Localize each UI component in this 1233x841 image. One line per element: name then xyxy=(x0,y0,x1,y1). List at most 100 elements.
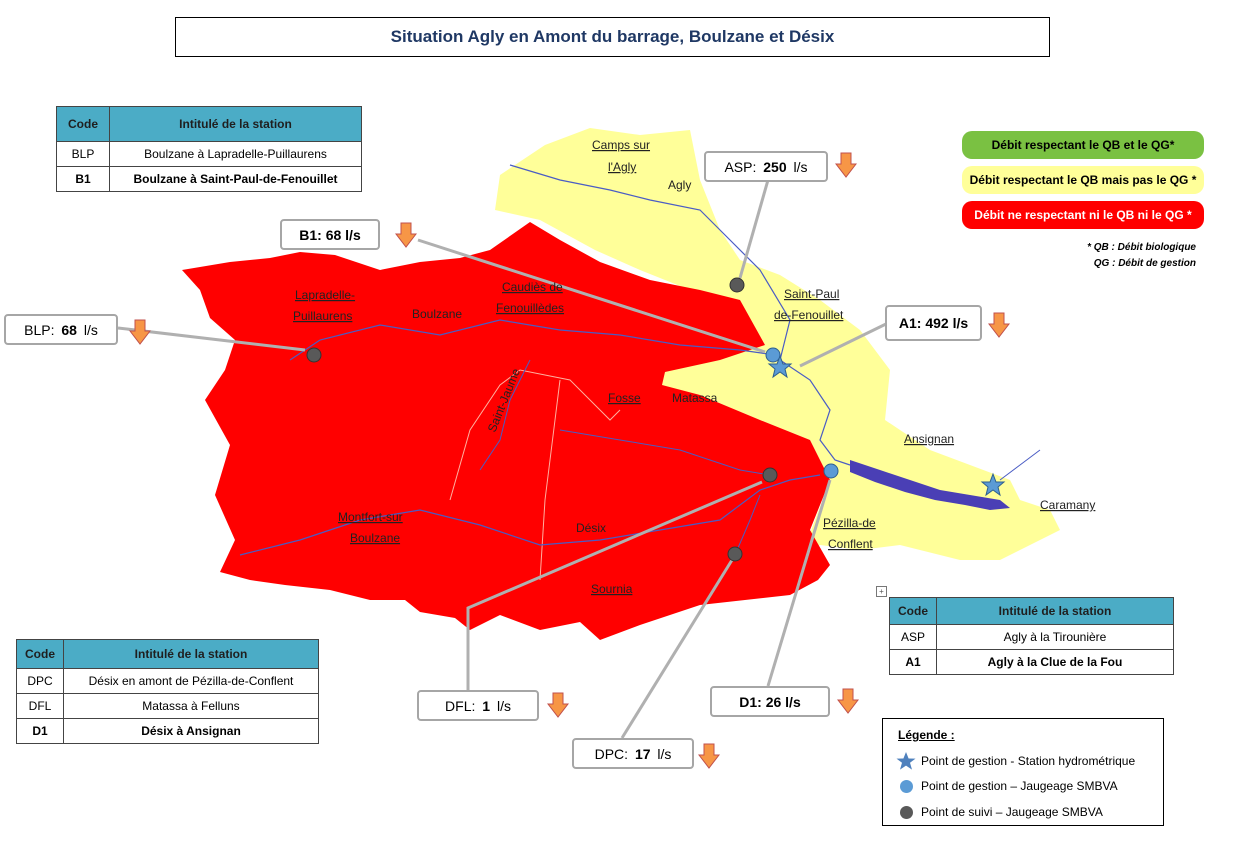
subbasin-boundary xyxy=(449,369,621,501)
callout-unit: l/s xyxy=(952,315,969,331)
label-fosse: Fosse xyxy=(608,391,641,405)
cell-station: Matassa à Felluns xyxy=(63,693,319,719)
label-camps-2: l'Agly xyxy=(608,160,636,174)
callout-unit: l/s xyxy=(793,158,808,175)
callout-code: D1: xyxy=(739,693,762,710)
station-a1-star[interactable] xyxy=(767,354,793,379)
status-biological-only: Débit respectant le QB mais pas le QG * xyxy=(962,166,1204,194)
callout-value: 68 xyxy=(61,321,77,338)
legend-item-label: Point de gestion - Station hydrométrique xyxy=(921,754,1136,768)
callout-code: B1: xyxy=(299,226,322,243)
subbasin-boundary xyxy=(539,379,561,581)
callout-value: 17 xyxy=(634,745,651,762)
river-desix xyxy=(239,474,821,556)
cell-station: Agly à la Clue de la Fou xyxy=(936,649,1174,675)
cell-code: BLP xyxy=(56,141,110,167)
label-montfort-2: Boulzane xyxy=(350,531,400,545)
cell-station: Agly à la Tirounière xyxy=(936,624,1174,650)
star-icon xyxy=(895,751,917,771)
cell-code: B1 xyxy=(56,166,110,192)
status-non-compliant: Débit ne respectant ni le QB ni le QG * xyxy=(962,201,1204,229)
station-dfl-marker[interactable] xyxy=(762,467,778,483)
label-saint-paul-2: de-Fenouillet xyxy=(774,308,844,322)
grey-dot-icon xyxy=(895,805,917,819)
trend-down-arrow-icon xyxy=(837,688,859,714)
label-agly: Agly xyxy=(668,178,691,192)
station-blp-marker[interactable] xyxy=(306,347,322,363)
red-zone-boulzane-desix xyxy=(182,222,830,640)
table-row: DFL Matassa à Felluns xyxy=(16,693,319,719)
station-asp-marker[interactable] xyxy=(729,277,745,293)
label-ansignan: Ansignan xyxy=(904,432,954,446)
header-station: Intitulé de la station xyxy=(109,106,362,142)
callout-b1[interactable]: B1: 68 l/s xyxy=(280,219,380,250)
page-title: Situation Agly en Amont du barrage, Boul… xyxy=(175,17,1050,57)
label-sournia: Sournia xyxy=(591,582,633,596)
table-row: D1 Désix à Ansignan xyxy=(16,718,319,744)
label-camps-1: Camps sur xyxy=(592,138,650,152)
callout-code: DFL: xyxy=(445,697,476,714)
cell-code: DPC xyxy=(16,668,64,694)
trend-down-arrow-icon xyxy=(988,312,1010,338)
callout-unit: l/s xyxy=(496,697,511,714)
cell-station: Désix en amont de Pézilla-de-Conflent xyxy=(63,668,319,694)
table-row: ASP Agly à la Tirounière xyxy=(889,624,1174,650)
label-pezilla-2: Conflent xyxy=(828,537,873,551)
trend-down-arrow-icon xyxy=(547,692,569,718)
callout-a1[interactable]: A1: 492 l/s xyxy=(885,305,982,341)
table-row: A1 Agly à la Clue de la Fou xyxy=(889,649,1174,675)
leader-asp xyxy=(738,179,770,279)
table-agly-stations: Code Intitulé de la station ASP Agly à l… xyxy=(889,597,1174,675)
status-non-compliant-label: Débit ne respectant ni le QB ni le QG * xyxy=(974,208,1192,222)
header-station: Intitulé de la station xyxy=(936,597,1174,625)
callout-code: ASP: xyxy=(724,158,757,175)
river-boulzane xyxy=(289,319,776,361)
reservoir xyxy=(850,460,1010,510)
river-agly xyxy=(509,164,851,466)
table-row: BLP Boulzane à Lapradelle-Puillaurens xyxy=(56,141,362,167)
table-move-handle-icon[interactable]: + xyxy=(876,586,887,597)
callout-blp[interactable]: BLP: 68 l/s xyxy=(4,314,118,345)
callout-dfl[interactable]: DFL: 1 l/s xyxy=(417,690,539,721)
callout-code: A1: xyxy=(898,315,922,331)
label-desix-river: Désix xyxy=(576,521,606,535)
label-montfort-1: Montfort-sur xyxy=(338,510,403,524)
label-lapradelle-1: Lapradelle- xyxy=(295,288,355,302)
label-caudies-1: Caudiès de xyxy=(502,280,563,294)
cell-code: ASP xyxy=(889,624,937,650)
trend-down-arrow-icon xyxy=(698,743,720,769)
station-b1-marker[interactable] xyxy=(765,347,781,363)
callout-d1[interactable]: D1: 26 l/s xyxy=(710,686,830,717)
station-d1-marker[interactable] xyxy=(823,463,839,479)
callout-value: 26 xyxy=(765,693,782,710)
station-dpc-marker[interactable] xyxy=(727,546,743,562)
river-tributary xyxy=(999,449,1041,481)
cell-code: DFL xyxy=(16,693,64,719)
legend-item-label: Point de suivi – Jaugeage SMBVA xyxy=(921,805,1103,819)
label-boulzane-river: Boulzane xyxy=(412,307,462,321)
title-text: Situation Agly en Amont du barrage, Boul… xyxy=(390,27,835,46)
table-header-row: Code Intitulé de la station xyxy=(16,639,319,669)
leader-a1 xyxy=(799,321,889,368)
header-code: Code xyxy=(56,106,110,142)
label-caramany: Caramany xyxy=(1040,498,1095,512)
legend-item: Point de gestion – Jaugeage SMBVA xyxy=(895,779,1118,793)
map-legend: Légende : Point de gestion - Station hyd… xyxy=(882,718,1164,826)
leader-dpc xyxy=(620,559,734,739)
status-compliant-label: Débit respectant le QB et le QG* xyxy=(991,138,1175,152)
leader-dfl xyxy=(466,480,763,690)
callout-value: 68 xyxy=(325,226,342,243)
header-code: Code xyxy=(16,639,64,669)
table-boulzane-stations: Code Intitulé de la station BLP Boulzane… xyxy=(56,106,362,192)
station-caramany-star[interactable] xyxy=(980,472,1006,497)
table-desix-stations: Code Intitulé de la station DPC Désix en… xyxy=(16,639,319,744)
status-compliant: Débit respectant le QB et le QG* xyxy=(962,131,1204,159)
legend-item: Point de gestion - Station hydrométrique xyxy=(895,751,1135,771)
flow-definitions: * QB : Débit biologique QG : Débit de ge… xyxy=(1020,240,1196,272)
note-qg: QG : Débit de gestion xyxy=(1093,258,1196,269)
header-station: Intitulé de la station xyxy=(63,639,319,669)
callout-asp[interactable]: ASP: 250 l/s xyxy=(704,151,828,182)
callout-dpc[interactable]: DPC: 17 l/s xyxy=(572,738,694,769)
table-header-row: Code Intitulé de la station xyxy=(56,106,362,142)
callout-code: BLP: xyxy=(24,321,55,338)
